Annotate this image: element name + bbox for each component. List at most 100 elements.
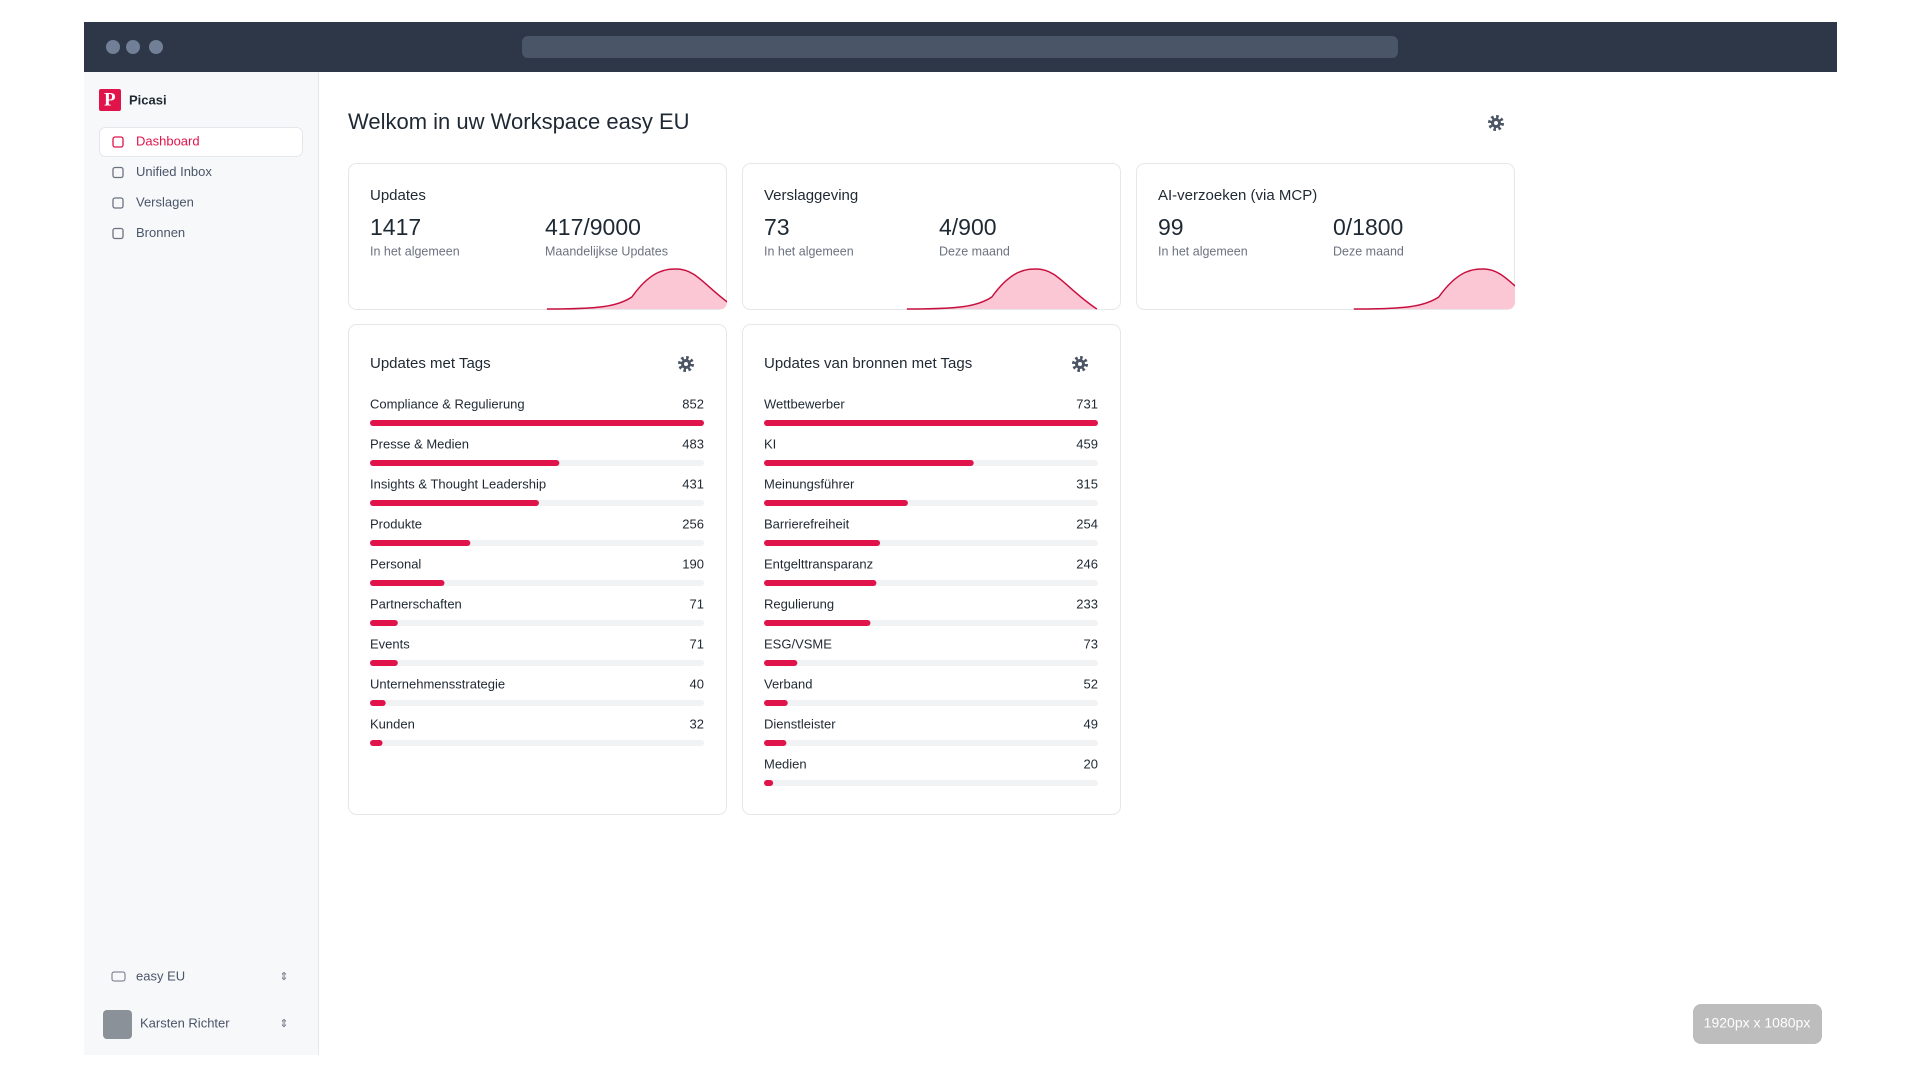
gear-icon[interactable] <box>684 362 688 366</box>
tag-value: 459 <box>1076 436 1098 451</box>
user-name[interactable]: Karsten Richter <box>140 1015 230 1030</box>
gear-icon[interactable] <box>678 356 694 372</box>
card-title: Updates met Tags <box>370 355 491 372</box>
tag-value: 40 <box>690 676 704 691</box>
address-bar[interactable] <box>522 36 1398 58</box>
badge-text: 1920px x 1080px <box>1704 1015 1811 1031</box>
nav-active-bg <box>99 127 303 157</box>
nav-item[interactable]: Unified Inbox <box>136 164 212 179</box>
tag-label: Partnerschaften <box>370 596 462 611</box>
nav-item[interactable]: Bronnen <box>136 225 185 240</box>
page-title: Welkom in uw Workspace easy EU <box>348 109 690 134</box>
nav-item[interactable]: Verslagen <box>136 194 194 209</box>
badge <box>1693 1004 1822 1044</box>
stat-period: 4/900 <box>939 214 997 240</box>
bar-track <box>370 740 704 746</box>
tag-label: Verband <box>764 676 812 691</box>
stat-label: Deze maand <box>939 244 1010 258</box>
tag-label: Presse & Medien <box>370 436 469 451</box>
stat-label: Deze maand <box>1333 244 1404 258</box>
bar <box>370 660 398 666</box>
nav-icon <box>112 166 124 179</box>
stat-label: In het algemeen <box>1158 244 1248 258</box>
bar <box>370 500 539 506</box>
stat-label: In het algemeen <box>764 244 854 258</box>
bar <box>764 740 787 746</box>
window-dot <box>106 40 120 54</box>
nav-icon <box>112 197 124 209</box>
tag-label: ESG/VSME <box>764 636 832 651</box>
tag-value: 431 <box>682 476 704 491</box>
tag-card <box>348 324 727 815</box>
chevron[interactable]: ⇕ <box>279 971 288 983</box>
tag-label: Unternehmensstrategie <box>370 676 505 691</box>
avatar <box>103 1010 132 1039</box>
logo-letter: P <box>104 89 116 110</box>
stat-period: 0/1800 <box>1333 214 1403 240</box>
tag-label: Regulierung <box>764 596 834 611</box>
nav-icon <box>112 227 124 240</box>
sparkline <box>906 268 1098 310</box>
tag-label: Kunden <box>370 716 415 731</box>
card-title: Updates <box>370 187 426 204</box>
tag-value: 315 <box>1076 476 1098 491</box>
gear-icon[interactable] <box>1078 362 1082 366</box>
bar-track <box>764 780 1098 786</box>
tag-value: 71 <box>690 596 704 611</box>
stat-label: In het algemeen <box>370 244 460 258</box>
tag-value: 20 <box>1084 756 1098 771</box>
stat-total: 73 <box>764 214 790 240</box>
tag-value: 190 <box>682 556 704 571</box>
bar-track <box>370 660 704 666</box>
bar <box>764 660 798 666</box>
tag-label: Dienstleister <box>764 716 836 731</box>
bar-track <box>764 660 1098 666</box>
tag-value: 32 <box>690 716 704 731</box>
tag-label: Produkte <box>370 516 422 531</box>
card-title: Verslaggeving <box>764 187 858 204</box>
tag-value: 246 <box>1076 556 1098 571</box>
gear-icon[interactable] <box>1494 121 1498 125</box>
bar <box>764 580 877 586</box>
bar <box>764 540 881 546</box>
tag-value: 483 <box>682 436 704 451</box>
bar <box>370 540 471 546</box>
nav-icon <box>112 136 124 148</box>
stat-card <box>1136 163 1515 310</box>
stat-total: 1417 <box>370 214 421 240</box>
bar <box>370 460 560 466</box>
sparkline-area <box>546 269 727 309</box>
stat-period: 417/9000 <box>545 214 641 240</box>
gear-icon[interactable] <box>1072 356 1088 372</box>
window-dot <box>126 40 140 54</box>
tag-value: 256 <box>682 516 704 531</box>
brand: Picasi <box>129 92 167 107</box>
sparkline <box>546 268 727 310</box>
chevron[interactable]: ⇕ <box>279 1018 288 1030</box>
workspace-name[interactable]: easy EU <box>136 968 185 983</box>
stat-card <box>348 163 727 310</box>
window-dot <box>149 40 163 54</box>
card-title: Updates van bronnen met Tags <box>764 355 972 372</box>
tag-label: Entgelttransparanz <box>764 556 873 571</box>
tag-value: 73 <box>1084 636 1098 651</box>
bar-track <box>370 620 704 626</box>
tag-label: Medien <box>764 756 807 771</box>
bar <box>370 740 383 746</box>
sparkline <box>1353 268 1515 310</box>
bar-track <box>370 580 704 586</box>
nav-item[interactable]: Dashboard <box>136 133 200 148</box>
tag-value: 233 <box>1076 596 1098 611</box>
tag-label: Compliance & Regulierung <box>370 396 525 411</box>
bar <box>370 420 704 426</box>
bar-track <box>370 700 704 706</box>
tag-label: KI <box>764 436 776 451</box>
sidebar <box>84 72 318 1055</box>
bar <box>764 620 871 626</box>
bar <box>370 620 398 626</box>
sparkline-area <box>1353 269 1515 309</box>
stat-label: Maandelijkse Updates <box>545 244 668 258</box>
gear-icon[interactable] <box>1488 115 1504 131</box>
